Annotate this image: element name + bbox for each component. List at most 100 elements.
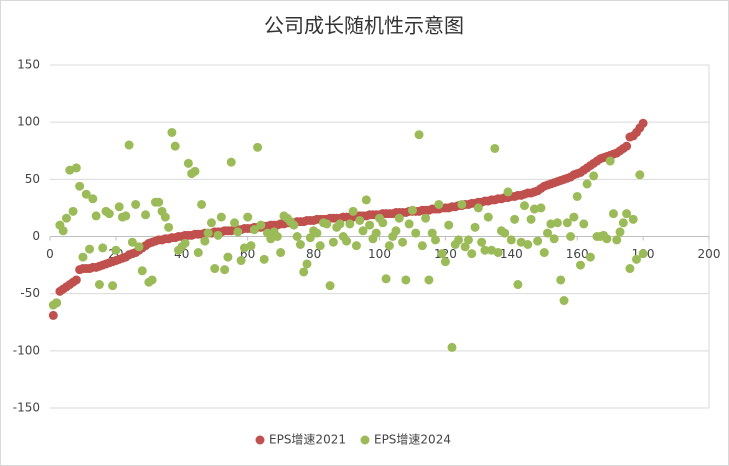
- point: [91, 211, 101, 221]
- point: [444, 220, 454, 230]
- point: [480, 245, 490, 255]
- point: [579, 219, 589, 229]
- point: [602, 234, 612, 244]
- x-tick-label: 0: [46, 247, 54, 261]
- point: [582, 179, 592, 189]
- point: [127, 237, 137, 247]
- point: [131, 199, 141, 209]
- point: [615, 227, 625, 237]
- x-tick-label: 200: [698, 247, 721, 261]
- point: [164, 222, 174, 232]
- point: [454, 235, 464, 245]
- point: [137, 266, 147, 276]
- point: [427, 228, 437, 238]
- point: [470, 222, 480, 232]
- y-tick-label: 150: [17, 58, 40, 72]
- point: [500, 228, 510, 238]
- point: [632, 254, 642, 264]
- point: [460, 242, 470, 252]
- point: [134, 242, 144, 252]
- x-tick-label: 80: [306, 247, 321, 261]
- point: [463, 235, 473, 245]
- point: [622, 141, 632, 151]
- point: [243, 212, 253, 222]
- point: [618, 218, 628, 228]
- point: [434, 199, 444, 209]
- point: [391, 226, 401, 236]
- point: [490, 143, 500, 153]
- point: [342, 236, 352, 246]
- legend-label: EPS增速2024: [374, 433, 451, 447]
- point: [203, 228, 213, 238]
- point: [608, 209, 618, 219]
- point: [536, 203, 546, 213]
- point: [322, 219, 332, 229]
- point: [605, 156, 615, 166]
- point: [625, 264, 635, 274]
- point: [437, 249, 447, 259]
- point: [259, 254, 269, 264]
- point: [220, 265, 230, 275]
- point: [276, 248, 286, 258]
- point: [384, 241, 394, 251]
- point: [289, 220, 299, 230]
- point: [295, 240, 305, 250]
- point: [299, 267, 309, 277]
- point: [431, 235, 441, 245]
- point: [612, 235, 622, 245]
- point: [104, 209, 114, 219]
- point: [272, 232, 282, 241]
- point: [566, 232, 576, 241]
- point: [483, 212, 493, 222]
- point: [78, 252, 88, 262]
- point: [503, 187, 513, 197]
- point: [622, 209, 632, 219]
- point: [365, 220, 375, 230]
- point: [559, 296, 569, 306]
- legend-marker: [255, 435, 265, 445]
- point: [190, 166, 200, 176]
- point: [355, 215, 365, 225]
- point: [213, 230, 223, 240]
- point: [121, 211, 131, 221]
- point: [562, 218, 572, 228]
- point: [114, 202, 124, 212]
- point: [572, 191, 582, 201]
- point: [381, 274, 391, 284]
- point: [160, 212, 170, 222]
- point: [75, 181, 85, 191]
- x-tick-label: 140: [500, 247, 523, 261]
- point: [58, 226, 68, 236]
- legend-label: EPS增速2021: [269, 433, 346, 447]
- chart-title: 公司成长随机性示意图: [264, 14, 464, 38]
- point: [68, 206, 78, 216]
- point: [147, 275, 157, 285]
- point: [111, 245, 121, 255]
- point: [404, 219, 414, 229]
- point: [493, 248, 503, 258]
- point: [361, 195, 371, 205]
- point: [193, 248, 203, 258]
- point: [52, 298, 62, 308]
- point: [48, 310, 58, 320]
- point: [575, 260, 585, 270]
- point: [394, 213, 404, 223]
- point: [417, 241, 427, 251]
- point: [638, 249, 648, 259]
- point: [351, 241, 361, 251]
- point: [71, 275, 81, 285]
- point: [407, 205, 417, 215]
- point: [513, 280, 523, 290]
- point: [589, 171, 599, 181]
- point: [170, 141, 180, 151]
- point: [414, 130, 424, 140]
- point: [108, 281, 118, 291]
- point: [424, 275, 434, 285]
- point: [533, 236, 543, 246]
- point: [506, 235, 516, 245]
- point: [467, 249, 477, 259]
- point: [88, 194, 98, 204]
- point: [305, 233, 315, 243]
- x-tick-label: 160: [566, 247, 589, 261]
